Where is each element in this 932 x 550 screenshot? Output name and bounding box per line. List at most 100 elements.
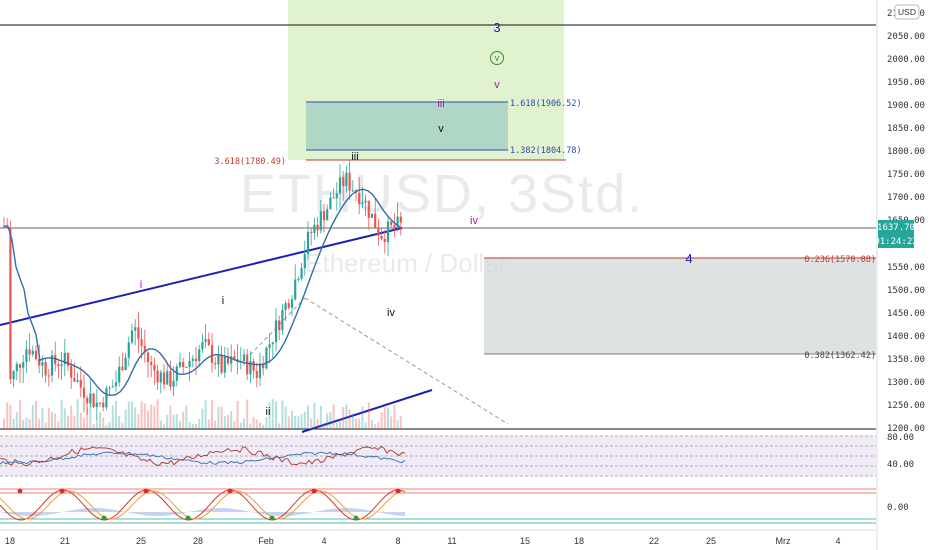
volume-bar <box>25 417 28 429</box>
wave-label-i-purple: i <box>140 279 142 291</box>
candle-body <box>246 354 249 375</box>
candle-body <box>303 253 306 269</box>
fib-label-1382: 1.382(1804.78) <box>510 146 582 156</box>
price-tick: 2050.00 <box>887 32 925 42</box>
candle-body <box>28 349 31 355</box>
volume-bar <box>265 417 268 429</box>
volume-bar <box>102 417 105 429</box>
candle-body <box>50 355 54 376</box>
wave-label-v-circle: v <box>495 53 500 63</box>
time-axis[interactable]: 18 21 25 28 Feb 4 8 11 15 18 22 25 Mrz 4 <box>5 536 841 546</box>
volume-bar <box>124 409 127 429</box>
candlestick-series <box>2 159 402 421</box>
wave-label-iii-purple: iii <box>437 98 444 110</box>
candle-body <box>210 344 214 364</box>
volume-bar <box>115 400 117 429</box>
volume-bar <box>380 412 383 429</box>
candle-body <box>172 380 175 387</box>
candle-body <box>159 372 162 383</box>
stoch-cross-dot <box>395 488 401 494</box>
volume-bar <box>147 410 149 429</box>
candle-body <box>207 339 210 345</box>
candle-body <box>31 350 34 355</box>
candle-body <box>262 363 265 369</box>
time-tick: Mrz <box>776 536 791 546</box>
volume-bar <box>175 414 178 429</box>
volume-bar <box>166 414 169 429</box>
candle-body <box>191 358 194 361</box>
time-tick: Feb <box>258 536 274 546</box>
volume-bar <box>249 423 252 429</box>
time-tick: 4 <box>835 536 840 546</box>
candle-body <box>226 356 230 364</box>
volume-bar <box>377 421 380 429</box>
candle-body <box>214 363 217 365</box>
volume-bar <box>220 406 223 429</box>
price-tick: 1900.00 <box>887 101 925 111</box>
candle-body <box>386 221 390 243</box>
volume-bar <box>44 422 47 429</box>
volume-bar <box>217 406 220 429</box>
volume-bar <box>169 405 172 429</box>
candle-body <box>38 359 41 366</box>
price-tick: 1250.00 <box>887 401 925 411</box>
candle-body <box>326 209 329 221</box>
volume-bar <box>387 407 389 429</box>
candle-body <box>396 216 399 228</box>
lower-trendline <box>301 389 433 433</box>
stoch-cross-dot <box>353 515 359 521</box>
candle-body <box>252 361 255 371</box>
candle-body <box>194 358 198 362</box>
candle-body <box>255 370 258 378</box>
candle-body <box>92 393 95 408</box>
volume-bar <box>323 423 325 429</box>
volume-bar <box>211 399 213 429</box>
fib-label-1618: 1.618(1906.52) <box>510 99 582 109</box>
candle-body <box>332 197 335 199</box>
fib-label-0382: 0.382(1362.42) <box>804 351 876 361</box>
price-tick: 1950.00 <box>887 78 925 88</box>
candle-body <box>188 360 191 367</box>
volume-bar <box>342 407 345 429</box>
candle-body <box>358 192 361 205</box>
candle-body <box>118 366 121 383</box>
candle-body <box>290 299 294 308</box>
volume-bar <box>271 399 274 429</box>
candle-body <box>220 355 223 373</box>
volume-bar <box>339 419 341 429</box>
candle-body <box>140 339 143 346</box>
candle-body <box>182 361 185 368</box>
candle-body <box>306 231 310 254</box>
candle-body <box>15 364 18 372</box>
candle-body <box>114 382 118 387</box>
price-tick: 1700.00 <box>887 193 925 203</box>
currency-badge-label: USD <box>898 7 916 17</box>
volume-bar <box>367 402 370 429</box>
volume-bar <box>358 418 361 429</box>
upper-trendline <box>0 227 403 326</box>
candle-body <box>44 362 47 376</box>
volume-bar <box>60 399 63 429</box>
volume-bar <box>143 403 146 429</box>
price-tick: 1500.00 <box>887 286 925 296</box>
time-tick: 22 <box>649 536 659 546</box>
candle-body <box>258 363 262 378</box>
volume-bar <box>201 408 204 429</box>
volume-bar <box>121 423 124 429</box>
candle-body <box>294 279 297 300</box>
candle-body <box>364 200 367 203</box>
stoch-cross-dot <box>143 488 149 494</box>
candle-body <box>108 387 111 389</box>
price-tick: 1800.00 <box>887 147 925 157</box>
fib-extension-box <box>306 102 508 150</box>
currency-badge[interactable] <box>894 4 920 20</box>
candle-body <box>198 349 201 362</box>
candle-body <box>70 365 73 378</box>
volume-bar <box>291 411 293 429</box>
moving-average-line <box>4 188 401 397</box>
candle-body <box>310 231 313 233</box>
volume-bar <box>137 414 140 429</box>
volume-bar <box>185 405 188 429</box>
candle-body <box>284 303 287 310</box>
